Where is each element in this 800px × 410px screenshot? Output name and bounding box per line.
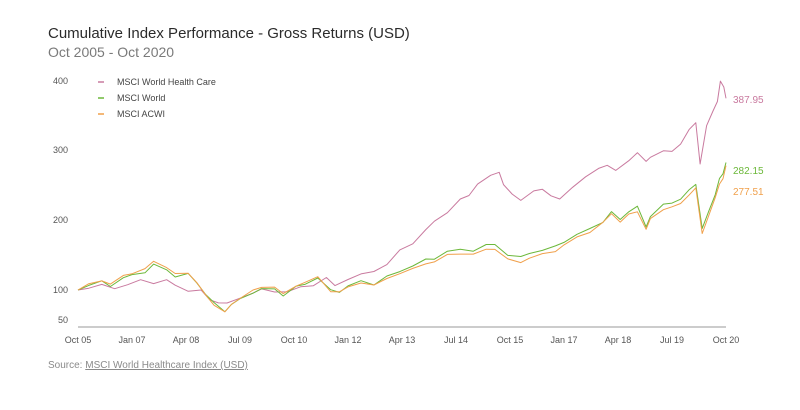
series-line-msci-world-health-care: [77, 80, 727, 304]
x-tick-label: Oct 10: [281, 335, 308, 345]
end-value-label: 282.15: [733, 166, 764, 177]
end-value-labels: 387.95 282.15 277.51: [733, 95, 764, 198]
x-tick-label: Jul 19: [660, 335, 684, 345]
y-tick-label: 100: [53, 285, 68, 295]
series-lines: [77, 80, 727, 313]
y-tick-label: 300: [53, 145, 68, 155]
legend: MSCI World Health Care MSCI World MSCI ACW…: [98, 77, 216, 119]
x-tick-label: Apr 13: [389, 335, 416, 345]
x-tick-label: Jul 09: [228, 335, 252, 345]
y-axis-ticks: 400 300 200 100 50: [53, 76, 68, 325]
legend-label: MSCI World: [117, 93, 165, 103]
x-tick-label: Apr 18: [605, 335, 632, 345]
x-tick-label: Oct 15: [497, 335, 524, 345]
chart-subtitle: Oct 2005 - Oct 2020: [48, 44, 175, 60]
x-tick-label: Jul 14: [444, 335, 468, 345]
x-axis-ticks: Oct 05 Jan 07 Apr 08 Jul 09 Oct 10 Jan 12 Apr …: [65, 335, 740, 345]
x-tick-label: Jan 07: [118, 335, 145, 345]
y-tick-label: 200: [53, 215, 68, 225]
series-line-msci-acwi: [77, 165, 727, 313]
legend-label: MSCI ACWI: [117, 109, 165, 119]
x-tick-label: Oct 05: [65, 335, 92, 345]
x-tick-label: Jan 12: [334, 335, 361, 345]
source-link[interactable]: MSCI World Healthcare Index (USD): [85, 360, 248, 371]
source-note: Source: MSCI World Healthcare Index (USD…: [48, 360, 248, 371]
y-tick-label: 400: [53, 76, 68, 86]
end-value-label: 277.51: [733, 187, 764, 198]
x-tick-label: Jan 17: [550, 335, 577, 345]
series-line-msci-world: [77, 162, 727, 313]
x-tick-label: Oct 20: [713, 335, 740, 345]
chart-title: Cumulative Index Performance - Gross Ret…: [48, 25, 410, 42]
legend-label: MSCI World Health Care: [117, 77, 216, 87]
y-tick-label: 50: [58, 315, 68, 325]
end-value-label: 387.95: [733, 95, 764, 106]
source-prefix: Source:: [48, 360, 86, 371]
x-tick-label: Apr 08: [173, 335, 200, 345]
